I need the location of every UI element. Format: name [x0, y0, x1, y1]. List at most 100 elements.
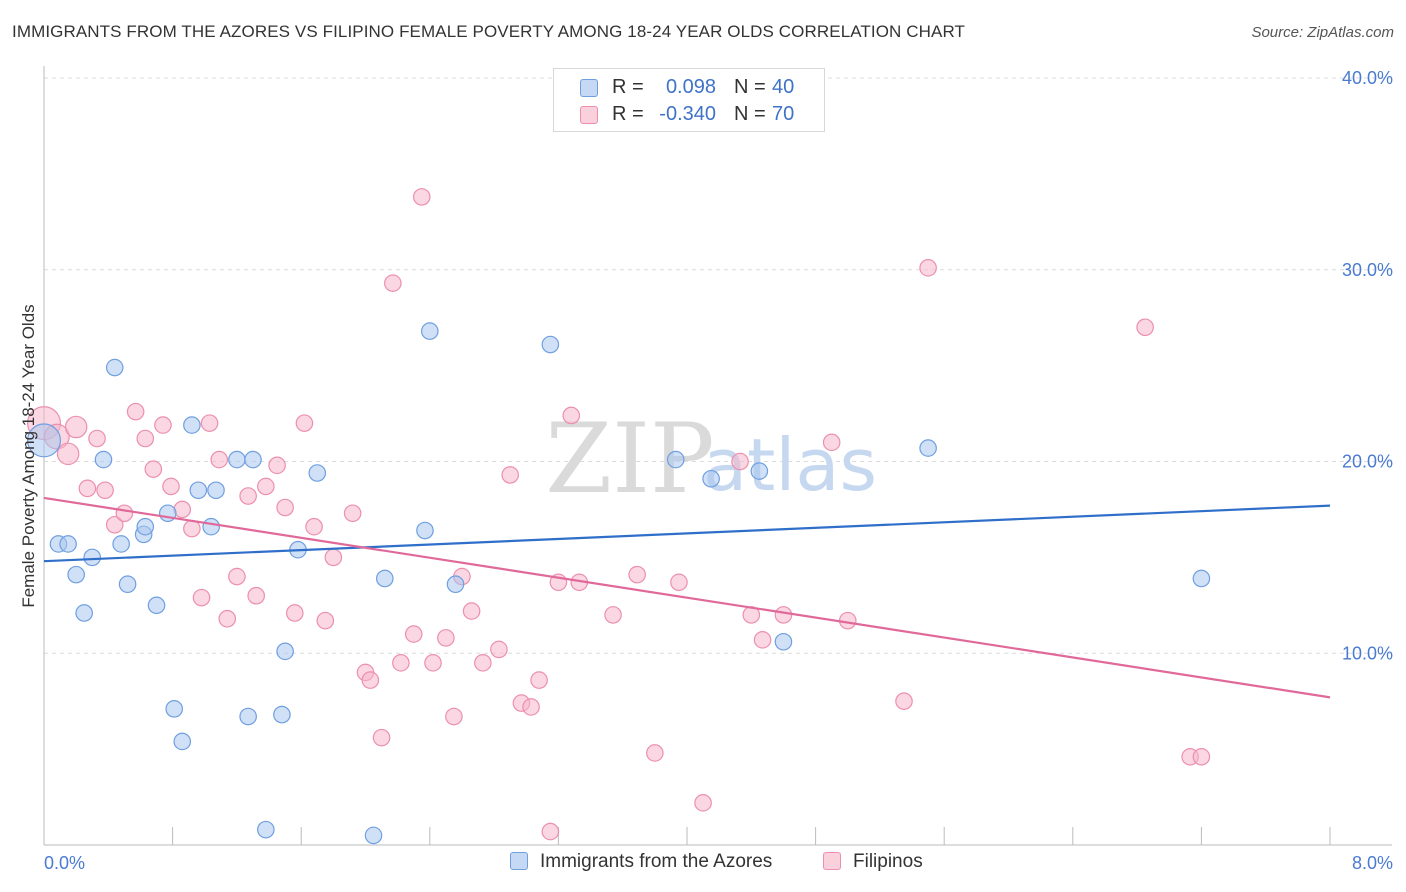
filipino-point — [183, 519, 201, 538]
filipino-point — [200, 414, 219, 432]
filipino-point — [372, 728, 391, 747]
azores-point — [189, 481, 208, 500]
azores-point — [75, 604, 93, 622]
filipino-point — [646, 744, 664, 762]
filipino-point — [257, 477, 275, 496]
azores-point — [308, 464, 327, 482]
filipino-point — [285, 604, 304, 622]
y-tick-label: 40.0% — [1342, 68, 1393, 88]
azores-point — [173, 732, 192, 751]
filipino-point — [412, 188, 431, 206]
filipino-point — [424, 654, 442, 672]
azores-point — [666, 450, 685, 469]
filipino-point — [541, 822, 560, 841]
filipino-point — [96, 481, 114, 500]
filipinos-trend-line — [43, 496, 1331, 699]
watermark-atlas: atlas — [703, 423, 877, 507]
filipino-point — [228, 567, 246, 586]
bottom-legend-label-filipinos: Filipinos — [853, 851, 923, 872]
azores-point — [420, 322, 439, 340]
azores-point — [919, 439, 937, 457]
filipino-point — [239, 487, 257, 505]
legend-swatch-pink — [580, 106, 598, 124]
bottom-legend-swatch-blue — [510, 852, 528, 870]
legend-r-label: R = — [612, 76, 644, 98]
azores-point — [750, 462, 769, 480]
azores-point — [112, 535, 130, 553]
y-tick-label: 30.0% — [1342, 260, 1393, 280]
azores-point — [774, 632, 793, 651]
azores-point — [375, 569, 394, 588]
y-axis-title: Female Poverty Among 18-24 Year Olds — [19, 304, 38, 607]
azores-points — [27, 322, 1211, 845]
azores-point — [1192, 569, 1211, 588]
legend-r-label: R = — [612, 103, 644, 125]
y-tick-label: 10.0% — [1342, 643, 1393, 663]
filipino-point — [490, 640, 508, 659]
azores-point — [244, 450, 262, 469]
legend-n-value: 40 — [772, 76, 795, 98]
filipino-point — [192, 588, 211, 607]
azores-point — [67, 565, 85, 584]
azores-point — [228, 450, 246, 469]
filipino-point — [628, 565, 646, 584]
azores-trend-line — [43, 504, 1331, 563]
filipino-point — [268, 456, 286, 475]
filipino-point — [162, 477, 180, 496]
filipino-point — [276, 498, 294, 517]
azores-point — [27, 423, 61, 458]
filipino-point — [1136, 318, 1154, 337]
filipino-point — [670, 573, 688, 592]
filipino-point — [78, 479, 97, 498]
filipino-point — [361, 671, 380, 689]
correlation-legend: R = 0.098 N = 40 R = -0.340 N = 70 — [553, 68, 825, 132]
legend-n-value: 70 — [772, 103, 795, 125]
filipino-point — [694, 794, 712, 812]
filipino-point — [462, 602, 481, 620]
bottom-legend-swatch-pink — [823, 852, 841, 870]
filipino-point — [105, 515, 124, 534]
filipino-point — [392, 654, 410, 672]
azores-point — [446, 575, 465, 594]
legend-n-label: N = — [734, 76, 766, 98]
filipino-point — [247, 586, 265, 605]
filipino-point — [136, 429, 155, 448]
azores-point — [273, 705, 291, 724]
azores-point — [59, 535, 77, 553]
filipino-point — [218, 609, 237, 628]
azores-point — [118, 575, 137, 594]
azores-point — [83, 548, 102, 567]
filipino-point — [126, 402, 145, 421]
filipino-point — [445, 707, 463, 726]
azores-point — [207, 481, 225, 500]
filipino-point — [474, 654, 492, 672]
azores-point — [276, 642, 294, 661]
filipino-point — [895, 692, 913, 710]
source-credit: Source: ZipAtlas.com — [1251, 24, 1394, 41]
filipino-point — [295, 414, 314, 432]
filipino-point — [501, 466, 519, 484]
filipino-point — [731, 452, 749, 471]
filipino-point — [316, 611, 335, 630]
filipino-point — [822, 433, 841, 452]
legend-swatch-blue — [580, 79, 598, 97]
filipino-point — [343, 504, 362, 523]
filipino-point — [324, 548, 343, 567]
x-tick-label: 8.0% — [1352, 853, 1393, 873]
filipino-point — [562, 406, 581, 425]
azores-point — [105, 358, 124, 377]
azores-point — [202, 517, 220, 536]
azores-point — [183, 416, 201, 434]
filipino-point — [404, 625, 423, 643]
filipino-point — [919, 259, 937, 277]
bottom-legend-azores: Immigrants from the Azores — [510, 851, 772, 873]
legend-r-value: -0.340 — [659, 103, 716, 125]
filipino-point — [305, 517, 323, 536]
azores-point — [136, 517, 155, 536]
tick-labels: 10.0% 20.0% 30.0% 40.0% 0.0% 8.0% — [44, 68, 1393, 873]
azores-point — [147, 596, 166, 615]
filipino-point — [88, 429, 106, 448]
filipino-point — [604, 606, 622, 624]
azores-point — [702, 469, 720, 488]
